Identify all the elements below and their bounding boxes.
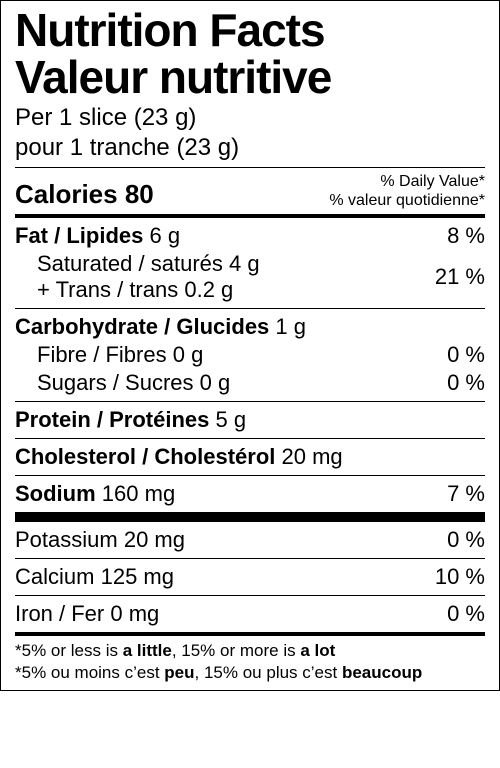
potassium-amount: 20 mg bbox=[124, 527, 185, 552]
calcium-amount: 125 mg bbox=[101, 564, 174, 589]
divider bbox=[15, 512, 485, 522]
footnote-en: *5% or less is a little, 15% or more is … bbox=[15, 640, 485, 662]
dv-header-fr: % valeur quotidienne* bbox=[329, 191, 485, 210]
row-sugars: Sugars / Sucres 0 g 0 % bbox=[15, 369, 485, 397]
sugars-dv: 0 % bbox=[447, 370, 485, 396]
sodium-label: Sodium bbox=[15, 481, 96, 506]
serving-fr: pour 1 tranche (23 g) bbox=[15, 133, 485, 163]
title-en: Nutrition Facts bbox=[15, 7, 485, 54]
row-fibre: Fibre / Fibres 0 g 0 % bbox=[15, 341, 485, 369]
sat-amount: 4 g bbox=[229, 251, 260, 276]
title: Nutrition Facts Valeur nutritive bbox=[15, 7, 485, 101]
fibre-label: Fibre / Fibres bbox=[37, 342, 167, 367]
divider bbox=[15, 438, 485, 439]
footnote-fr: *5% ou moins c’est peu, 15% ou plus c’es… bbox=[15, 662, 485, 684]
sugars-label: Sugars / Sucres bbox=[37, 370, 194, 395]
protein-label: Protein / Protéines bbox=[15, 407, 209, 432]
row-iron: Iron / Fer 0 mg 0 % bbox=[15, 600, 485, 628]
potassium-dv: 0 % bbox=[447, 527, 485, 553]
fibre-dv: 0 % bbox=[447, 342, 485, 368]
cholesterol-amount: 20 mg bbox=[282, 444, 343, 469]
serving-size: Per 1 slice (23 g) pour 1 tranche (23 g) bbox=[15, 103, 485, 163]
divider bbox=[15, 475, 485, 476]
dv-header: % Daily Value* % valeur quotidienne* bbox=[329, 172, 485, 210]
fat-dv: 8 % bbox=[447, 223, 485, 249]
sat-trans-dv: 21 % bbox=[435, 264, 485, 290]
row-sat-trans: Saturated / saturés 4 g + Trans / trans … bbox=[15, 250, 485, 304]
footnote: *5% or less is a little, 15% or more is … bbox=[15, 640, 485, 684]
divider bbox=[15, 632, 485, 636]
row-protein: Protein / Protéines 5 g bbox=[15, 406, 485, 434]
trans-label: + Trans / trans bbox=[37, 277, 178, 302]
divider bbox=[15, 214, 485, 218]
calories-row: Calories 80 % Daily Value* % valeur quot… bbox=[15, 172, 485, 210]
divider bbox=[15, 558, 485, 559]
row-sodium: Sodium 160 mg 7 % bbox=[15, 480, 485, 508]
fibre-amount: 0 g bbox=[173, 342, 204, 367]
sugars-amount: 0 g bbox=[200, 370, 231, 395]
calcium-label: Calcium bbox=[15, 564, 94, 589]
row-cholesterol: Cholesterol / Cholestérol 20 mg bbox=[15, 443, 485, 471]
protein-amount: 5 g bbox=[216, 407, 247, 432]
row-carb: Carbohydrate / Glucides 1 g bbox=[15, 313, 485, 341]
row-potassium: Potassium 20 mg 0 % bbox=[15, 526, 485, 554]
divider bbox=[15, 167, 485, 168]
nutrition-facts-panel: Nutrition Facts Valeur nutritive Per 1 s… bbox=[0, 0, 500, 691]
divider bbox=[15, 595, 485, 596]
carb-amount: 1 g bbox=[275, 314, 306, 339]
calories-value: 80 bbox=[125, 179, 154, 209]
iron-dv: 0 % bbox=[447, 601, 485, 627]
row-calcium: Calcium 125 mg 10 % bbox=[15, 563, 485, 591]
sat-label: Saturated / saturés bbox=[37, 251, 223, 276]
calories-label: Calories bbox=[15, 179, 118, 209]
sodium-amount: 160 mg bbox=[102, 481, 175, 506]
dv-header-en: % Daily Value* bbox=[329, 172, 485, 191]
row-fat: Fat / Lipides 6 g 8 % bbox=[15, 222, 485, 250]
trans-amount: 0.2 g bbox=[184, 277, 233, 302]
title-fr: Valeur nutritive bbox=[15, 54, 485, 101]
iron-amount: 0 mg bbox=[110, 601, 159, 626]
fat-label: Fat / Lipides bbox=[15, 223, 143, 248]
iron-label: Iron / Fer bbox=[15, 601, 104, 626]
cholesterol-label: Cholesterol / Cholestérol bbox=[15, 444, 275, 469]
calcium-dv: 10 % bbox=[435, 564, 485, 590]
carb-label: Carbohydrate / Glucides bbox=[15, 314, 269, 339]
divider bbox=[15, 308, 485, 309]
serving-en: Per 1 slice (23 g) bbox=[15, 103, 485, 133]
fat-amount: 6 g bbox=[149, 223, 180, 248]
divider bbox=[15, 401, 485, 402]
potassium-label: Potassium bbox=[15, 527, 118, 552]
sodium-dv: 7 % bbox=[447, 481, 485, 507]
